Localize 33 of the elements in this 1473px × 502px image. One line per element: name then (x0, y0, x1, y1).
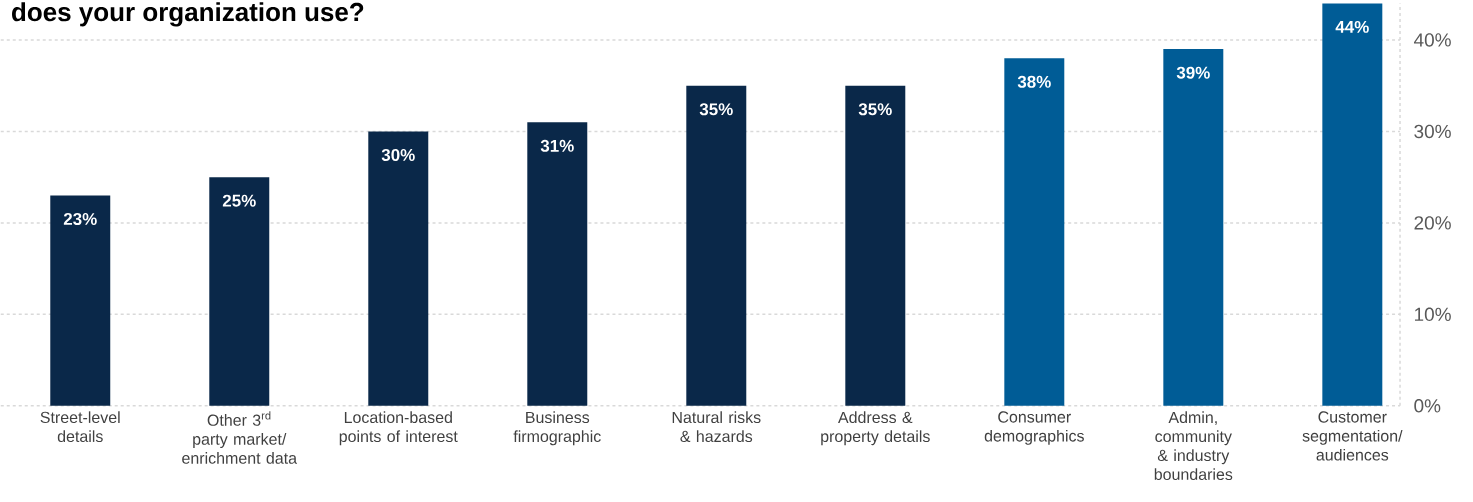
y-tick-label: 10% (1414, 307, 1451, 322)
bar (1163, 49, 1224, 406)
data-label: 23% (63, 213, 97, 226)
data-label: 25% (222, 194, 256, 207)
bar (1004, 58, 1065, 406)
bar (50, 195, 111, 406)
y-tick-label: 30% (1414, 124, 1451, 139)
x-tick-label: Business firmographic (513, 411, 601, 446)
bar (845, 85, 906, 406)
bar (368, 131, 429, 406)
x-tick-label: Admin, community & industry boundaries (1154, 411, 1233, 481)
bar (209, 177, 270, 406)
data-label: 35% (699, 103, 733, 116)
chart-title: does your organization use? (12, 2, 364, 27)
x-tick-label: Customer segmentation/ audiences (1302, 411, 1403, 461)
data-label: 44% (1335, 21, 1369, 33)
y-tick-label: 0% (1414, 399, 1441, 413)
bar (527, 122, 588, 406)
bar (1322, 3, 1383, 406)
bar (686, 85, 747, 406)
data-label: 39% (1176, 66, 1210, 79)
category-label: Other 3$^{rd}$ party market/ enrichment data (182, 411, 298, 464)
y-tick-label: 20% (1414, 216, 1451, 230)
data-label: 30% (381, 149, 415, 162)
x-tick-label: Street-level details (40, 411, 120, 443)
y-tick-label: 40% (1413, 33, 1451, 47)
x-tick-label: Natural risks & hazards (672, 411, 761, 443)
data-label: 38% (1017, 75, 1051, 88)
data-label: 31% (540, 139, 574, 152)
x-tick-label: Location-based points of interest (339, 411, 458, 446)
x-tick-label: Address & property details (821, 411, 930, 446)
data-label: 35% (858, 103, 892, 116)
x-tick-label: Consumer demographics (984, 411, 1084, 445)
